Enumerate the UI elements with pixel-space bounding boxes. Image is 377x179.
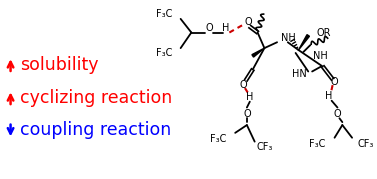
Text: cyclizing reaction: cyclizing reaction — [20, 89, 172, 107]
Polygon shape — [299, 35, 310, 50]
Text: OR: OR — [316, 28, 331, 38]
Text: H: H — [246, 92, 253, 102]
Text: O: O — [239, 80, 247, 90]
Text: F₃C: F₃C — [156, 9, 173, 19]
Text: NH: NH — [313, 51, 327, 61]
Text: F₃C: F₃C — [310, 139, 326, 149]
Text: CF₃: CF₃ — [257, 142, 273, 153]
Text: O: O — [331, 77, 339, 87]
Text: NH: NH — [281, 33, 296, 43]
Text: HN: HN — [291, 69, 306, 79]
Text: O: O — [244, 17, 252, 27]
Text: CF₃: CF₃ — [358, 139, 374, 149]
Text: F₃C: F₃C — [156, 48, 173, 58]
Text: F₃C: F₃C — [210, 134, 227, 144]
Text: H: H — [325, 91, 333, 101]
Text: O: O — [205, 23, 213, 33]
Text: O: O — [334, 109, 341, 119]
Text: O: O — [243, 109, 251, 119]
Text: H: H — [222, 23, 229, 33]
Text: coupling reaction: coupling reaction — [20, 122, 171, 139]
Text: solubility: solubility — [20, 56, 98, 74]
Polygon shape — [252, 48, 264, 57]
